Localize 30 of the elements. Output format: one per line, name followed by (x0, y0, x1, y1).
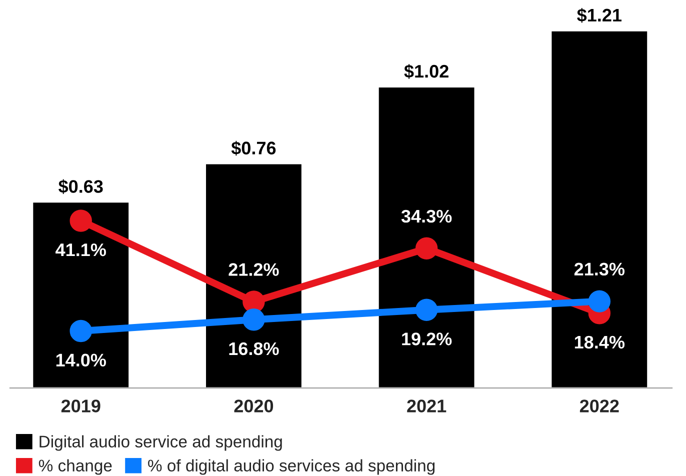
point (415, 237, 438, 260)
data-label: $0.63 (58, 179, 103, 194)
bar (550, 30, 648, 388)
data-label: 21.2% (228, 263, 279, 276)
bar (32, 201, 130, 388)
bar (204, 162, 303, 388)
data-label: 41.1% (56, 243, 106, 256)
point (242, 290, 265, 313)
data-label: $0.76 (231, 140, 276, 156)
data-label: $1.02 (404, 64, 448, 79)
point (588, 290, 611, 312)
point (415, 298, 438, 321)
legend-label: % change (38, 459, 112, 475)
x-tick-label: 2022 (580, 400, 619, 412)
data-label: 21.3% (574, 262, 625, 276)
point (70, 320, 92, 342)
data-label: 19.2% (402, 332, 452, 346)
legend-label: % of digital audio services ad spending (148, 459, 435, 475)
x-tick-label: 2021 (407, 400, 446, 412)
x-tick-label: 2020 (234, 400, 274, 412)
data-label: $1.21 (577, 8, 622, 23)
data-label: 34.3% (401, 210, 452, 223)
bar (377, 86, 476, 388)
legend-label: Digital audio service ad spending (40, 435, 282, 451)
point (70, 210, 92, 232)
x-tick-label: 2019 (61, 400, 100, 412)
data-label: 18.4% (574, 336, 625, 349)
data-label: 14.0% (56, 354, 106, 367)
point (242, 308, 265, 331)
data-label: 16.8% (229, 342, 279, 356)
